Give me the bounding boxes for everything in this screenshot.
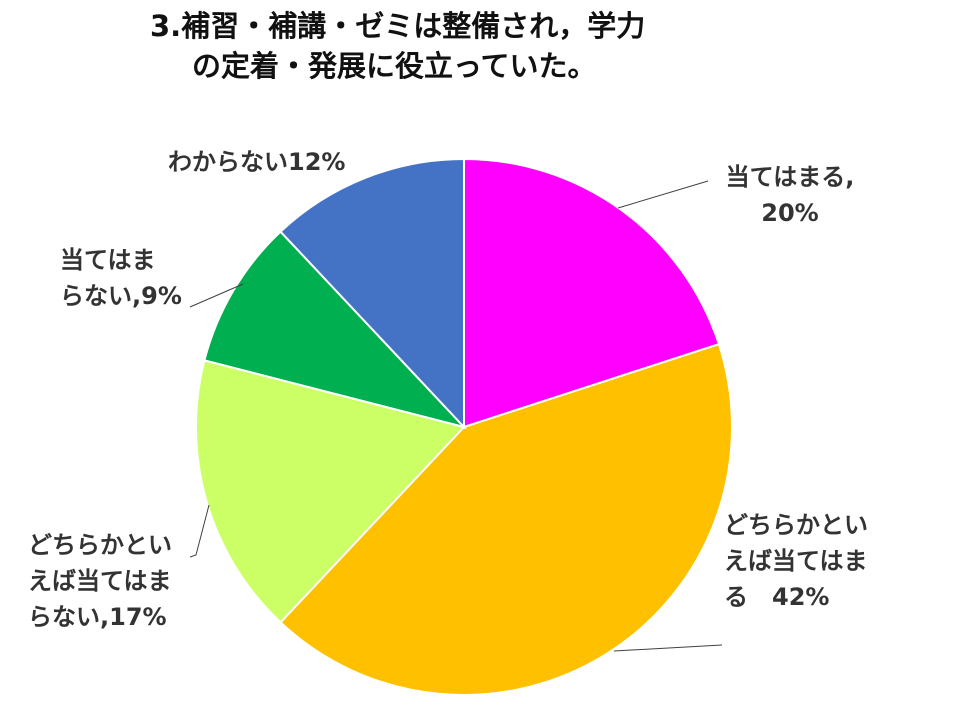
leader-line-1	[617, 180, 709, 209]
slice-label-3-line-1: どちらかとい	[28, 531, 172, 559]
leader-line-4	[189, 283, 244, 308]
chart-title-line-2: の定着・発展に役立っていた。	[192, 49, 597, 83]
leader-line-3	[189, 504, 210, 558]
chart-title: 3.補習・補講・ゼミは整備され，学力 の定着・発展に役立っていた。	[150, 6, 810, 86]
slice-label-2: どちらかといえば当てはまる 42%	[724, 511, 868, 611]
slice-label-4-line-2: らない,9%	[60, 282, 182, 310]
pie-slice-5	[279, 157, 465, 430]
slice-label-2-line-1: どちらかとい	[724, 511, 868, 539]
chart-title-line-1: 3.補習・補講・ゼミは整備され，学力	[150, 9, 646, 43]
slice-label-1-line-1: 当てはまる,	[726, 163, 855, 191]
pie-slice-3	[195, 359, 466, 624]
slice-label-1-line-2: 20%	[761, 199, 818, 227]
slice-label-5: わからない12%	[168, 148, 345, 176]
leader-line-2	[613, 644, 723, 652]
slice-label-3-line-2: えば当てはま	[28, 567, 172, 595]
slice-label-1: 当てはまる, 20%	[726, 163, 855, 227]
pie-slice-1	[463, 157, 721, 429]
slice-label-3: どちらかといえば当てはまらない,17%	[28, 531, 172, 631]
slice-label-5-line-1: わからない12%	[168, 148, 345, 176]
slice-label-3-line-3: らない,17%	[28, 603, 167, 631]
pie-slice-2	[279, 342, 733, 696]
slice-label-2-line-3: る 42%	[724, 583, 829, 611]
slice-label-4: 当てはまらない,9%	[60, 246, 182, 310]
pie-slice-4	[203, 230, 468, 429]
slice-label-4-line-1: 当てはま	[60, 246, 156, 274]
slice-label-2-line-2: えば当てはま	[724, 547, 868, 575]
